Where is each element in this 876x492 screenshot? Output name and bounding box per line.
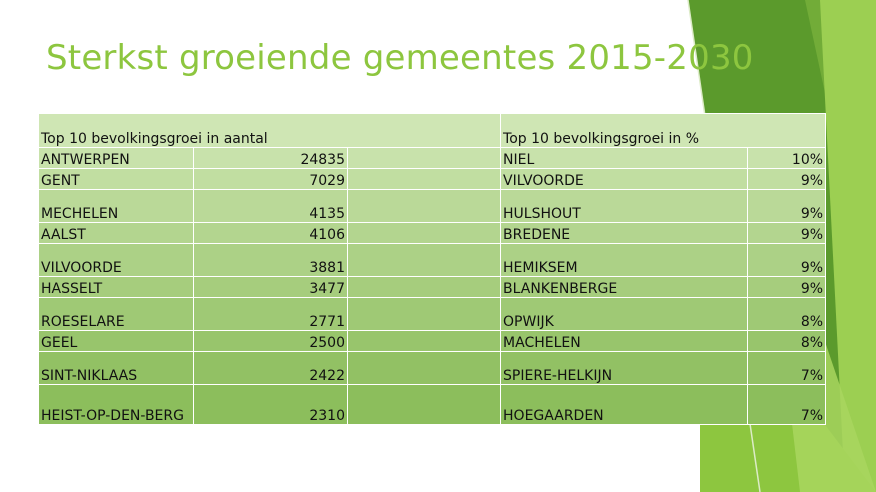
growth-percent-value: 9% xyxy=(747,276,827,298)
municipality-count-name: ANTWERPEN xyxy=(38,147,194,169)
growth-count-value: 4135 xyxy=(193,189,348,223)
municipality-count-name: ROESELARE xyxy=(38,297,194,331)
growth-count-value: 24835 xyxy=(193,147,348,169)
empty-cell xyxy=(346,222,502,244)
growth-percent-value: 8% xyxy=(747,297,827,331)
growth-count-value: 3477 xyxy=(193,276,348,298)
empty-cell xyxy=(346,297,502,331)
table-row: GENT 7029 VILVOORDE 9% xyxy=(38,168,827,190)
empty-cell xyxy=(346,330,502,352)
table-row: VILVOORDE 3881 HEMIKSEM 9% xyxy=(38,243,827,277)
growth-count-value: 3881 xyxy=(193,243,348,277)
municipality-percent-name: HEMIKSEM xyxy=(500,243,749,277)
growth-percent-value: 7% xyxy=(747,351,827,385)
municipality-count-name: VILVOORDE xyxy=(38,243,194,277)
table-row: HEIST-OP-DEN-BERG 2310 HOEGAARDEN 7% xyxy=(38,384,827,425)
municipality-percent-name: HULSHOUT xyxy=(500,189,749,223)
header-count: Top 10 bevolkingsgroei in aantal xyxy=(37,113,502,148)
table-row: MECHELEN 4135 HULSHOUT 9% xyxy=(38,189,827,223)
growth-percent-value: 9% xyxy=(747,189,827,223)
municipality-percent-name: BREDENE xyxy=(500,222,749,244)
table-row: GEEL 2500 MACHELEN 8% xyxy=(38,330,827,352)
growth-percent-value: 8% xyxy=(747,330,827,352)
table-row: HASSELT 3477 BLANKENBERGE 9% xyxy=(38,276,827,298)
table-row: ROESELARE 2771 OPWIJK 8% xyxy=(38,297,827,331)
table-row: AALST 4106 BREDENE 9% xyxy=(38,222,827,244)
municipality-count-name: AALST xyxy=(38,222,194,244)
page-title: Sterkst groeiende gemeentes 2015-2030 xyxy=(46,38,754,78)
empty-cell xyxy=(346,168,502,190)
population-growth-table: Top 10 bevolkingsgroei in aantal Top 10 … xyxy=(37,113,827,425)
municipality-percent-name: BLANKENBERGE xyxy=(500,276,749,298)
empty-cell xyxy=(346,147,502,169)
municipality-percent-name: NIEL xyxy=(500,147,749,169)
table-header-row: Top 10 bevolkingsgroei in aantal Top 10 … xyxy=(37,113,827,148)
empty-cell xyxy=(346,276,502,298)
growth-percent-value: 7% xyxy=(747,384,827,425)
growth-count-value: 7029 xyxy=(193,168,348,190)
table-row: ANTWERPEN 24835 NIEL 10% xyxy=(38,147,827,169)
growth-count-value: 4106 xyxy=(193,222,348,244)
municipality-percent-name: OPWIJK xyxy=(500,297,749,331)
municipality-count-name: SINT-NIKLAAS xyxy=(38,351,194,385)
growth-count-value: 2771 xyxy=(193,297,348,331)
growth-percent-value: 9% xyxy=(747,222,827,244)
empty-cell xyxy=(346,189,502,223)
municipality-count-name: GENT xyxy=(38,168,194,190)
header-percent: Top 10 bevolkingsgroei in % xyxy=(500,113,827,148)
municipality-count-name: MECHELEN xyxy=(38,189,194,223)
municipality-count-name: GEEL xyxy=(38,330,194,352)
growth-count-value: 2422 xyxy=(193,351,348,385)
municipality-percent-name: SPIERE-HELKIJN xyxy=(500,351,749,385)
growth-percent-value: 10% xyxy=(747,147,827,169)
municipality-count-name: HEIST-OP-DEN-BERG xyxy=(38,384,194,425)
municipality-percent-name: VILVOORDE xyxy=(500,168,749,190)
empty-cell xyxy=(346,384,502,425)
table-row: SINT-NIKLAAS 2422 SPIERE-HELKIJN 7% xyxy=(38,351,827,385)
empty-cell xyxy=(346,243,502,277)
growth-percent-value: 9% xyxy=(747,168,827,190)
municipality-percent-name: HOEGAARDEN xyxy=(500,384,749,425)
growth-count-value: 2310 xyxy=(193,384,348,425)
empty-cell xyxy=(346,351,502,385)
growth-count-value: 2500 xyxy=(193,330,348,352)
growth-percent-value: 9% xyxy=(747,243,827,277)
municipality-count-name: HASSELT xyxy=(38,276,194,298)
municipality-percent-name: MACHELEN xyxy=(500,330,749,352)
